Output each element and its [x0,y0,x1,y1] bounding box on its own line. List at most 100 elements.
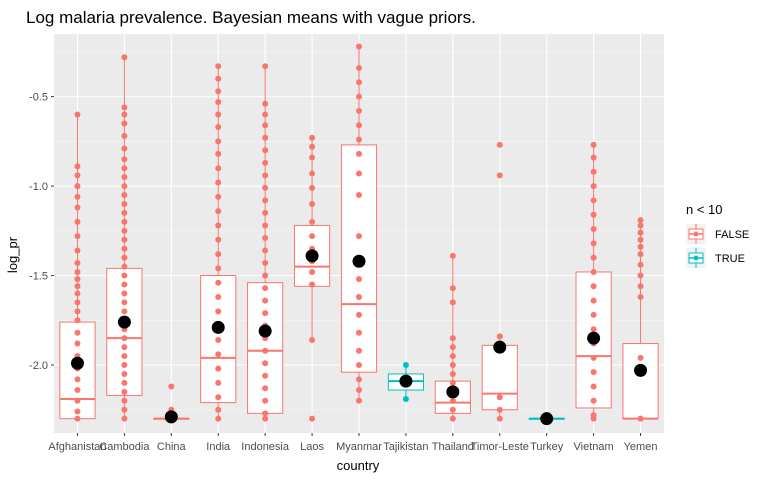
data-point [356,329,362,336]
data-point [74,111,81,118]
data-point [121,290,128,297]
data-point [121,344,128,351]
mean-marker [164,410,178,424]
data-point [449,285,456,292]
data-point [215,365,222,372]
data-point [215,236,222,243]
data-point [215,208,222,215]
data-point [74,172,81,179]
data-point [74,290,81,297]
data-point [590,311,597,318]
data-point [74,283,81,290]
data-point [309,268,316,275]
data-point [590,369,597,376]
data-point [262,111,269,118]
data-point [74,308,81,315]
data-point [590,141,597,148]
data-point [215,294,222,301]
x-tick-label: Vietnam [574,441,614,453]
data-point [74,233,81,240]
y-tick-label: -0.5 [29,92,48,104]
data-point [637,236,644,243]
mean-markers [70,249,648,426]
data-point [121,111,128,118]
data-point [262,197,269,204]
data-point [121,415,128,422]
data-point [121,192,128,199]
data-point [121,104,128,111]
data-point [215,193,222,200]
data-point [356,233,362,240]
data-point [215,394,222,401]
x-tick-label: China [157,441,187,453]
mean-marker [258,324,272,338]
data-point [496,415,503,422]
data-point [262,247,269,254]
legend-key-point [693,231,699,237]
mean-marker [305,249,319,263]
data-point [121,379,128,386]
data-point [215,222,222,229]
data-point [74,415,81,422]
data-point [121,132,128,139]
data-point [121,200,128,207]
x-tick-label: India [206,441,231,453]
data-point [402,362,409,369]
x-tick-label: Cambodia [99,441,150,453]
data-point [121,362,128,369]
data-point [590,268,597,275]
data-point [215,150,222,157]
x-tick-label: Laos [300,441,324,453]
data-point [74,387,81,394]
data-point [449,344,456,351]
data-point [356,136,362,143]
data-point [309,170,316,177]
data-point [215,251,222,258]
data-point [262,410,269,417]
data-point [637,283,644,290]
data-point [215,265,222,272]
data-point [496,406,503,413]
data-point [356,93,362,100]
data-point [449,252,456,259]
data-point [121,388,128,395]
data-point [309,233,316,240]
data-point [121,254,128,261]
legend-label: FALSE [715,229,749,241]
data-point [262,372,269,379]
mean-marker [70,356,84,370]
data-point [356,294,362,301]
data-point [637,261,644,268]
data-point [262,147,269,154]
y-tick-label: -1.0 [29,181,48,193]
mean-marker [634,363,648,377]
data-point [121,145,128,152]
data-point [74,329,81,336]
data-point [262,159,269,166]
data-point [356,192,362,199]
data-point [262,297,269,304]
data-point [449,353,456,360]
data-point [121,397,128,404]
legend-title: n < 10 [686,202,723,217]
mean-marker [211,320,225,334]
data-point [215,138,222,145]
mean-marker [540,412,554,426]
data-point [215,406,222,413]
data-point [590,226,597,233]
data-point [590,168,597,175]
legend-item-true: TRUE [686,248,745,268]
data-point [74,193,81,200]
data-point [74,183,81,190]
data-point [121,335,128,342]
legend-label: TRUE [715,253,745,265]
data-point [215,98,222,105]
data-point [637,354,644,361]
data-point [590,354,597,361]
data-point [356,276,362,283]
data-point [262,184,269,191]
data-point [449,415,456,422]
data-point [262,134,269,141]
